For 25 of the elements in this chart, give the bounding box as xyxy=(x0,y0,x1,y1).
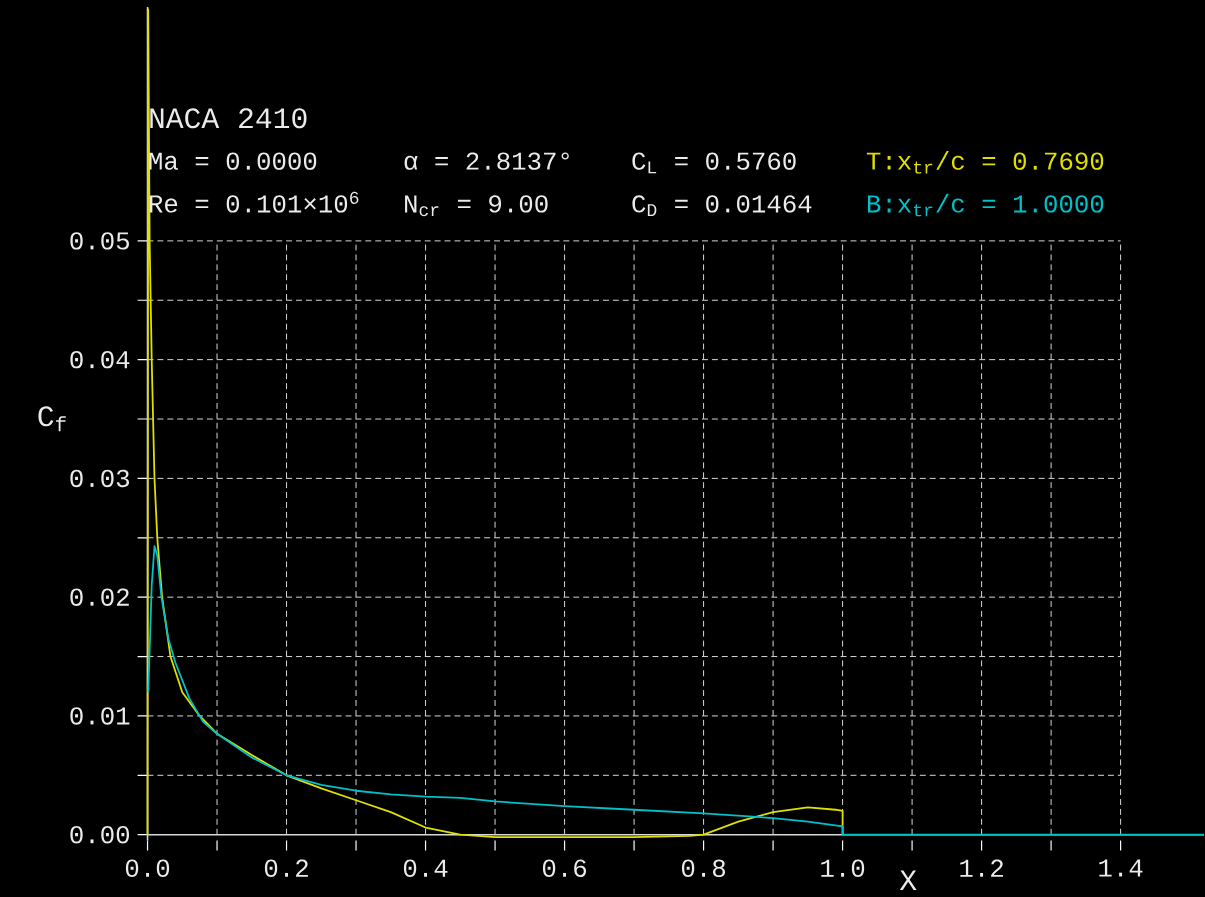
y-tick-label: 0.00 xyxy=(70,825,130,844)
x-axis-title: X xyxy=(899,870,917,890)
annotation: B:x$_{tr}$/c = 1.0000 xyxy=(867,193,1104,217)
x-tick-label: 0.2 xyxy=(264,859,308,877)
x-tick-label: 0.6 xyxy=(542,859,587,877)
x-tick-label: 0.0 xyxy=(125,859,170,877)
line-series xyxy=(147,545,1205,836)
x-tick-label: 1.2 xyxy=(960,859,1003,877)
y-tick-label: 0.05 xyxy=(70,232,129,250)
y-tick-label: 0.04 xyxy=(70,350,130,369)
annotation: N$_{cr}$ = 9.00 xyxy=(405,195,548,217)
y-tick-label: 0.02 xyxy=(70,588,129,606)
annotation: Re = 0.101×10$^{6}$ xyxy=(149,191,359,213)
x-tick-label: 0.8 xyxy=(681,859,726,877)
y-tick-label: 0.03 xyxy=(70,469,129,488)
x-tick-label: 0.4 xyxy=(403,859,448,877)
x-tick-label: 1.0 xyxy=(821,859,865,877)
annotation: T:x$_{tr}$/c = 0.7690 xyxy=(866,150,1104,174)
annotation: NACA 2410 xyxy=(150,108,307,129)
y-axis-title: C$_{f}$ xyxy=(38,406,66,432)
annotation: C$_{L}$ = 0.5760 xyxy=(632,152,796,174)
annotation: C$_{D}$ = 0.01464 xyxy=(632,195,812,217)
annotation: α = 2.8137° xyxy=(404,152,569,170)
y-tick-label: 0.01 xyxy=(70,707,130,725)
x-tick-label: 1.4 xyxy=(1099,859,1143,877)
